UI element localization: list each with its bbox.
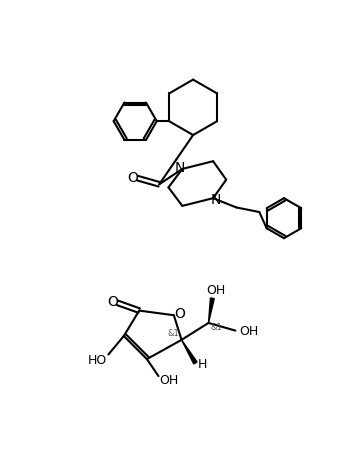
Text: OH: OH bbox=[206, 284, 225, 297]
Polygon shape bbox=[181, 340, 197, 364]
Text: OH: OH bbox=[240, 325, 259, 338]
Text: O: O bbox=[108, 295, 119, 309]
Text: HO: HO bbox=[88, 354, 107, 367]
Text: N: N bbox=[175, 161, 185, 175]
Text: N: N bbox=[210, 193, 220, 207]
Text: O: O bbox=[175, 307, 185, 322]
Text: &1: &1 bbox=[210, 323, 222, 332]
Text: O: O bbox=[127, 171, 138, 185]
Text: H: H bbox=[198, 358, 207, 371]
Text: OH: OH bbox=[160, 374, 179, 387]
Text: &1: &1 bbox=[168, 329, 180, 338]
Polygon shape bbox=[208, 298, 214, 323]
